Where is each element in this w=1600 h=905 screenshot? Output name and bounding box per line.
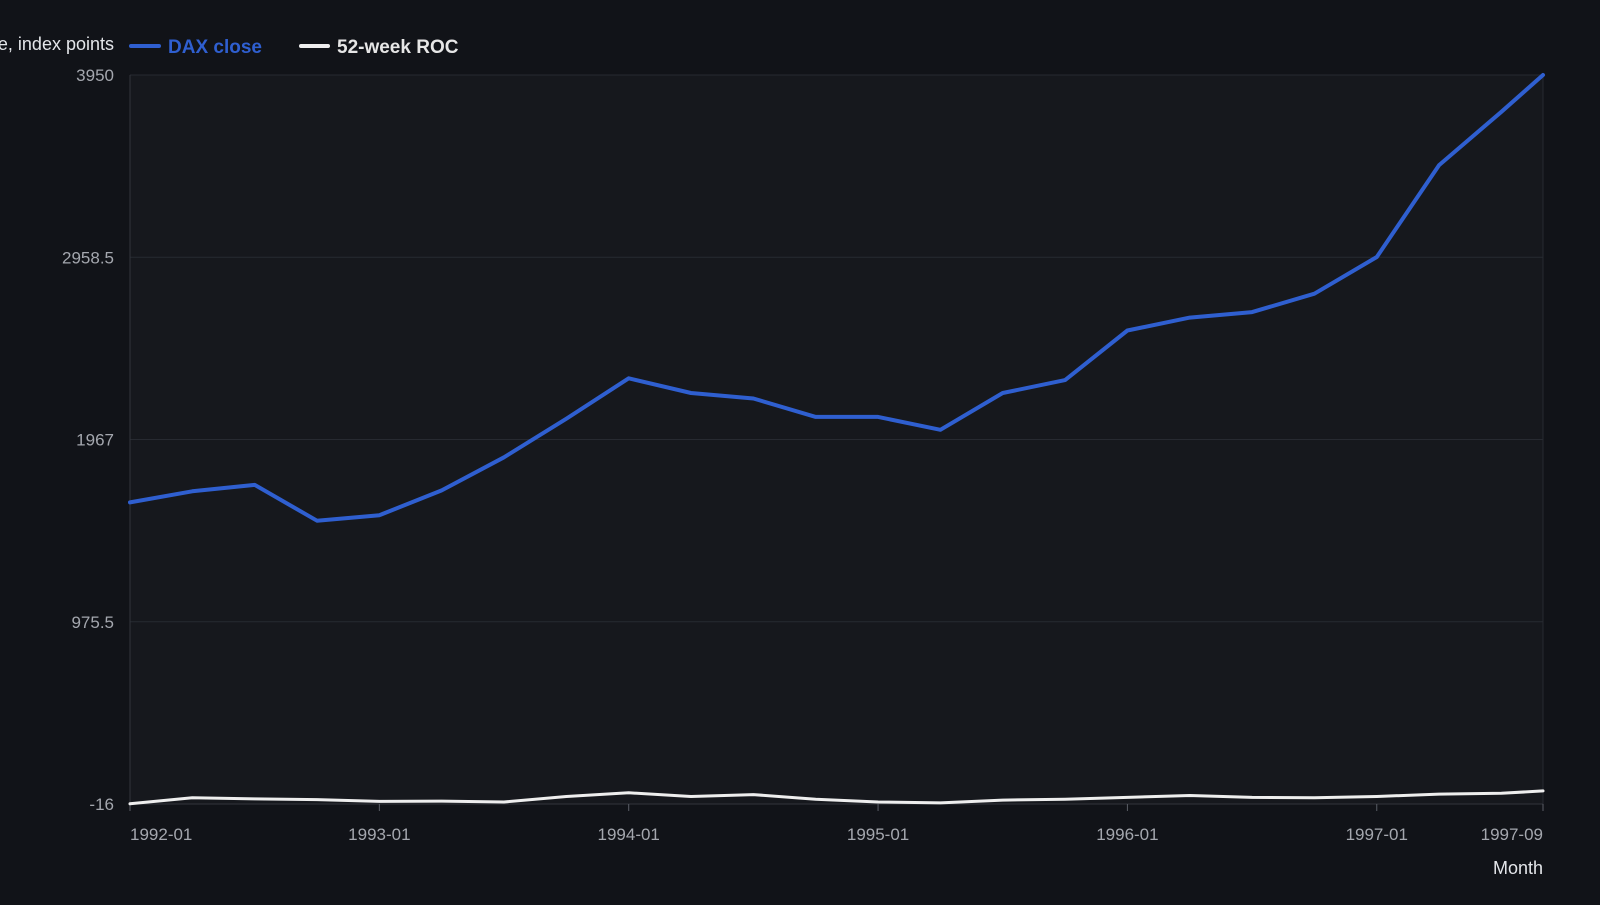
axes: 3950 2958.5 1967 975.5 -16 1992-01 1993-01 1994…: [62, 66, 1544, 844]
x-tick-label: 1997-09: [1481, 825, 1543, 844]
y-tick-label: 1967: [76, 431, 114, 450]
legend-item-dax[interactable]: DAX close: [129, 37, 262, 58]
y-axis-title: Value, index points: [0, 34, 114, 54]
y-tick-label: -16: [89, 795, 114, 814]
legend-item-roc[interactable]: 52-week ROC: [299, 37, 459, 58]
y-tick-label: 2958.5: [62, 248, 114, 267]
y-tick-label: 3950: [76, 66, 114, 85]
x-tick-label: 1994-01: [598, 825, 660, 844]
x-tick-label: 1993-01: [348, 825, 410, 844]
series-lines: [128, 73, 1545, 806]
series-line-52-week-roc[interactable]: [128, 789, 1545, 806]
x-tick-label: 1995-01: [847, 825, 909, 844]
x-tick-label: 1997-01: [1346, 825, 1408, 844]
legend-label-dax: DAX close: [168, 37, 262, 58]
series-line-dax-close[interactable]: [128, 73, 1545, 523]
legend: DAX close 52-week ROC: [129, 37, 459, 58]
y-tick-label: 975.5: [71, 613, 114, 632]
x-axis-title: Month: [1493, 858, 1543, 878]
x-tick-label: 1996-01: [1096, 825, 1158, 844]
legend-label-roc: 52-week ROC: [337, 37, 459, 58]
x-tick-label: 1992-01: [130, 825, 192, 844]
